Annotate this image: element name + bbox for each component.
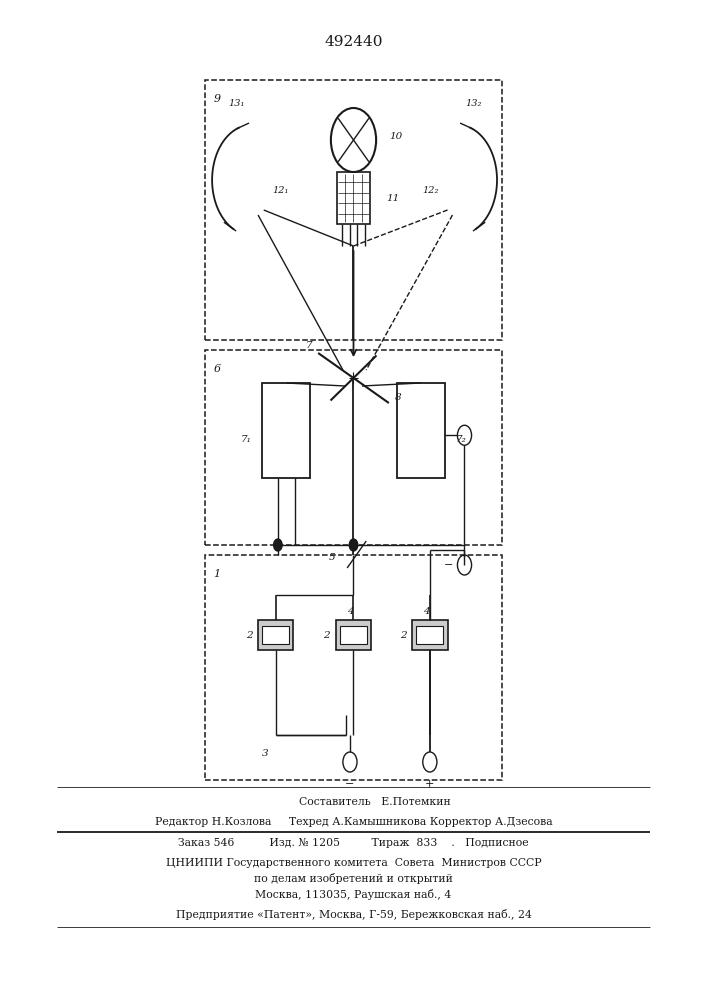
Circle shape (349, 539, 358, 551)
Bar (262, 626, 289, 644)
Text: 1: 1 (214, 569, 221, 579)
Text: 2: 2 (246, 631, 252, 640)
Bar (416, 626, 443, 644)
Text: 13₂: 13₂ (465, 99, 482, 107)
Text: −: − (444, 560, 454, 570)
Bar (336, 620, 371, 650)
Text: 13₁: 13₁ (228, 99, 245, 107)
Text: −: − (345, 779, 355, 789)
Circle shape (274, 539, 282, 551)
Text: +: + (425, 779, 435, 789)
Text: ЦНИИПИ Государственного комитета  Совета  Министров СССР: ЦНИИПИ Государственного комитета Совета … (165, 858, 542, 868)
Text: 7₁: 7₁ (241, 436, 252, 444)
Text: Предприятие «Патент», Москва, Г-59, Бережковская наб., 24: Предприятие «Патент», Москва, Г-59, Бере… (175, 910, 532, 920)
Bar (205, 80, 502, 340)
Text: 492440: 492440 (325, 35, 382, 49)
Text: 6: 6 (214, 364, 221, 374)
Text: 4: 4 (347, 607, 354, 616)
Bar (397, 383, 445, 478)
Bar (337, 172, 370, 224)
Text: Редактор Н.Козлова     Техред А.Камышникова Корректор А.Дзесова: Редактор Н.Козлова Техред А.Камышникова … (155, 817, 552, 827)
Text: 2: 2 (324, 631, 330, 640)
Text: 12₂: 12₂ (422, 186, 438, 195)
Bar (205, 350, 502, 545)
Text: 10: 10 (389, 132, 402, 141)
Text: 11: 11 (386, 194, 399, 203)
Text: 12₁: 12₁ (272, 186, 288, 195)
Text: Заказ 546          Изд. № 1205         Тираж  833    .   Подписное: Заказ 546 Изд. № 1205 Тираж 833 . Подпис… (178, 838, 529, 848)
Bar (412, 620, 448, 650)
Text: 2: 2 (400, 631, 407, 640)
Text: 8: 8 (395, 393, 401, 402)
Text: по делам изобретений и открытий: по делам изобретений и открытий (254, 874, 453, 884)
Text: 9: 9 (214, 94, 221, 104)
Text: 7₂: 7₂ (455, 436, 466, 444)
Text: 4: 4 (423, 607, 430, 616)
Bar (205, 555, 502, 780)
Bar (258, 620, 293, 650)
Bar (262, 383, 310, 478)
Text: Составитель   Е.Потемкин: Составитель Е.Потемкин (299, 797, 450, 807)
Text: 7: 7 (306, 340, 312, 350)
Text: Москва, 113035, Раушская наб., 4: Москва, 113035, Раушская наб., 4 (255, 888, 452, 900)
Text: 3: 3 (262, 748, 269, 758)
Bar (340, 626, 367, 644)
Text: 5: 5 (329, 554, 336, 562)
